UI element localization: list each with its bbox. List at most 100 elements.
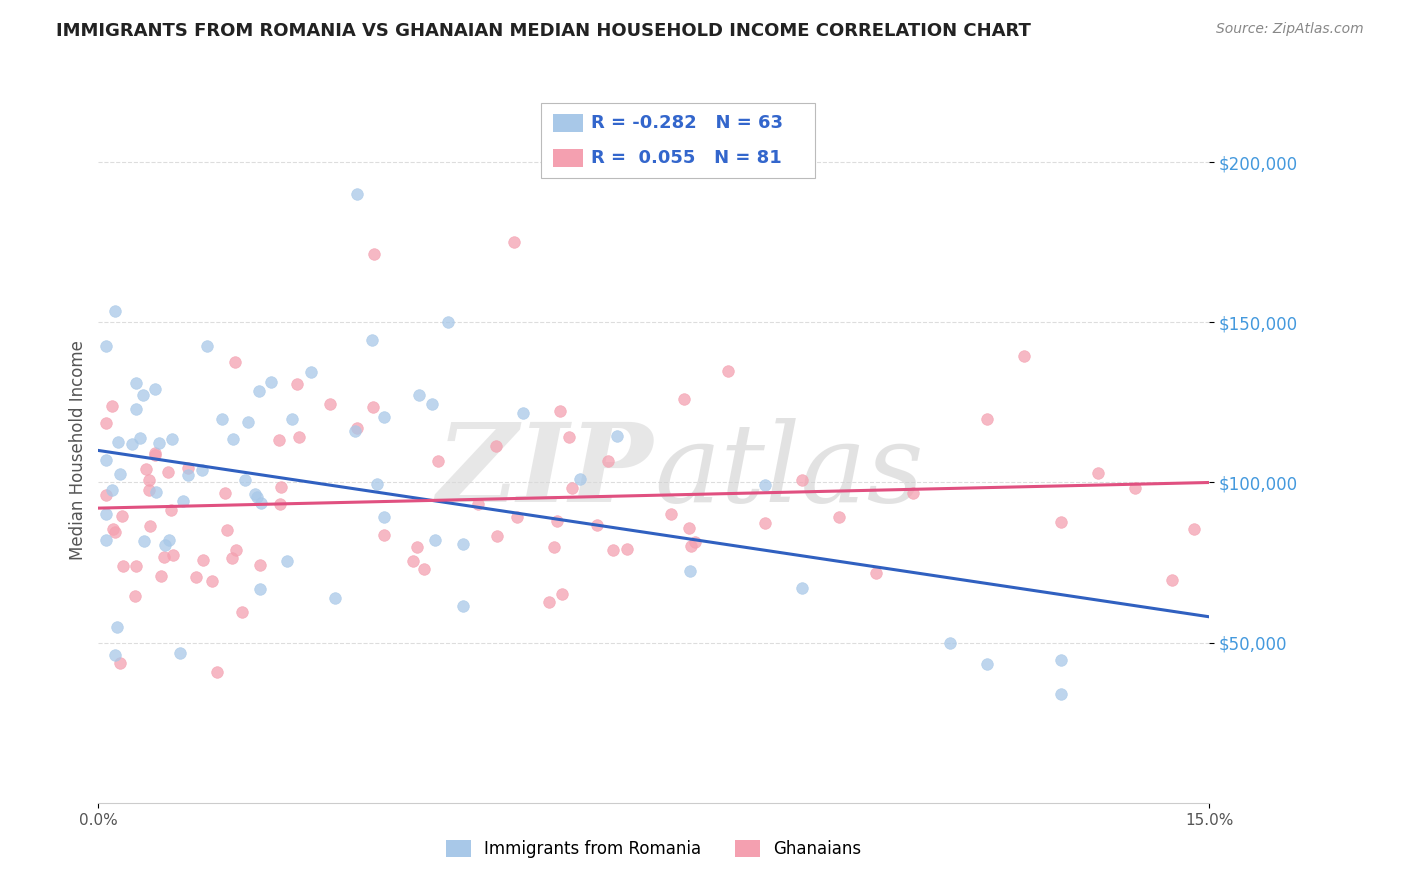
Point — [111, 508, 134, 523]
Point — [502, 235, 524, 250]
Point — [405, 541, 427, 555]
Point — [153, 538, 176, 552]
Point — [402, 553, 425, 567]
Point — [205, 665, 228, 679]
Text: Source: ZipAtlas.com: Source: ZipAtlas.com — [1216, 22, 1364, 37]
Point — [249, 558, 271, 572]
Point — [124, 376, 146, 391]
Point — [551, 587, 574, 601]
Point — [1161, 573, 1184, 587]
Point — [177, 460, 200, 475]
Point — [125, 402, 148, 417]
Point — [281, 412, 304, 426]
Point — [561, 481, 583, 495]
Point — [160, 432, 183, 446]
Text: IMMIGRANTS FROM ROMANIA VS GHANAIAN MEDIAN HOUSEHOLD INCOME CORRELATION CHART: IMMIGRANTS FROM ROMANIA VS GHANAIAN MEDI… — [56, 22, 1031, 40]
Point — [678, 521, 700, 535]
Point — [94, 533, 117, 548]
Point — [373, 528, 395, 542]
Point — [108, 467, 131, 481]
Point — [139, 519, 162, 533]
Point — [135, 462, 157, 476]
Point — [672, 392, 695, 406]
Point — [107, 434, 129, 449]
Point — [373, 410, 395, 425]
Point — [366, 477, 388, 491]
Point — [596, 453, 619, 467]
Point — [105, 620, 128, 634]
Point — [103, 523, 125, 537]
Point — [363, 246, 385, 260]
Point — [361, 400, 384, 414]
Point — [138, 473, 160, 487]
Text: R = -0.282   N = 63: R = -0.282 N = 63 — [591, 114, 783, 132]
Point — [249, 496, 271, 510]
Point — [276, 553, 298, 567]
Point — [221, 550, 243, 565]
Point — [121, 436, 143, 450]
Point — [184, 570, 207, 584]
Point — [325, 591, 347, 605]
Point — [172, 494, 194, 508]
Point — [101, 399, 124, 413]
Point — [150, 569, 173, 583]
Point — [224, 354, 246, 368]
Point — [939, 636, 962, 650]
Point — [436, 315, 458, 329]
Point — [249, 582, 271, 597]
Point — [453, 599, 475, 614]
Point — [568, 472, 591, 486]
Point — [169, 646, 191, 660]
Y-axis label: Median Household Income: Median Household Income — [69, 341, 87, 560]
Point — [211, 412, 233, 426]
Point — [1123, 481, 1146, 495]
Point — [214, 486, 236, 500]
Point — [453, 537, 475, 551]
Point — [901, 486, 924, 500]
Point — [195, 339, 218, 353]
Point — [101, 483, 124, 498]
Point — [157, 533, 180, 548]
Point — [148, 436, 170, 450]
Point — [679, 539, 702, 553]
Point — [423, 533, 446, 548]
Point — [976, 657, 998, 671]
Point — [132, 533, 155, 548]
Point — [191, 463, 214, 477]
Point — [346, 420, 368, 434]
Point — [243, 487, 266, 501]
Point — [1182, 522, 1205, 536]
Point — [659, 508, 682, 522]
Point — [1050, 687, 1073, 701]
Legend: Immigrants from Romania, Ghanaians: Immigrants from Romania, Ghanaians — [446, 839, 862, 858]
Point — [143, 382, 166, 396]
Point — [246, 490, 269, 504]
Point — [94, 508, 117, 522]
Point — [361, 333, 384, 347]
Point — [104, 524, 127, 539]
Point — [201, 574, 224, 588]
Point — [537, 595, 560, 609]
Point — [616, 541, 638, 556]
Point — [162, 548, 184, 562]
Point — [299, 365, 322, 379]
Point — [269, 497, 291, 511]
Point — [225, 543, 247, 558]
Point — [373, 509, 395, 524]
Point — [602, 542, 624, 557]
Text: ZIP: ZIP — [437, 417, 654, 525]
Point — [408, 388, 430, 402]
Point — [269, 434, 291, 448]
Point — [215, 523, 238, 537]
Point — [346, 187, 368, 202]
Point — [420, 397, 443, 411]
Point — [1012, 349, 1035, 363]
Text: R =  0.055   N = 81: R = 0.055 N = 81 — [591, 149, 782, 167]
Point — [125, 559, 148, 574]
Point — [1087, 466, 1109, 480]
Point — [94, 453, 117, 467]
Point — [236, 415, 259, 429]
Point — [112, 558, 135, 573]
Point — [153, 550, 176, 565]
Point — [543, 540, 565, 554]
